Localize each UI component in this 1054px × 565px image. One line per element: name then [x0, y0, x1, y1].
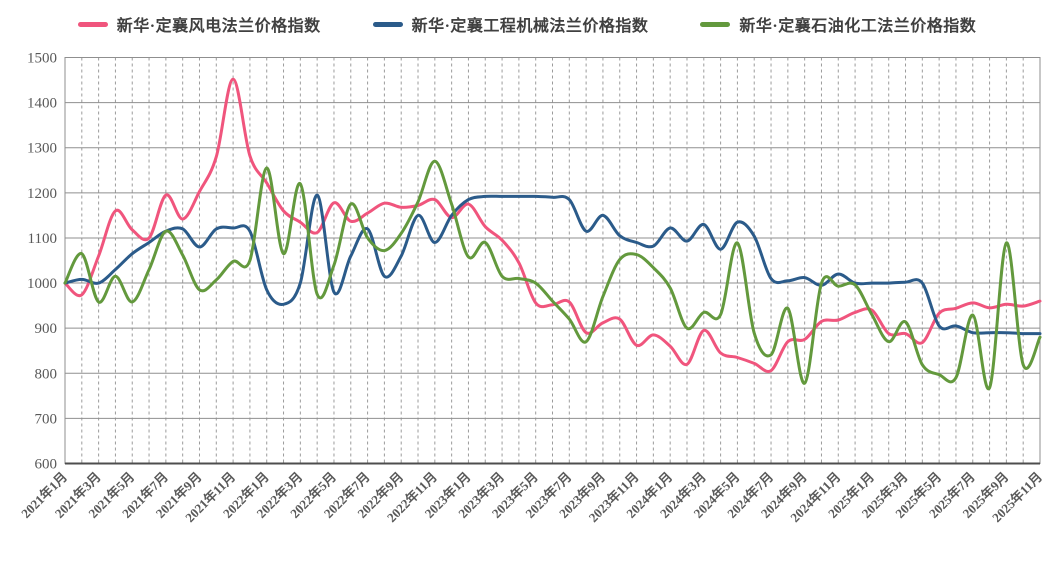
series-line-0: [63, 77, 1042, 373]
y-axis-tick-label: 800: [35, 366, 58, 382]
vertical-gridlines: [81, 57, 1041, 464]
legend-item-petrochemical-flange[interactable]: 新华·定襄石油化工法兰价格指数: [700, 12, 976, 36]
legend-item-wind-power-flange[interactable]: 新华·定襄风电法兰价格指数: [77, 12, 321, 36]
y-axis-tick-label: 1300: [27, 141, 57, 157]
legend-item-engineering-machinery-flange[interactable]: 新华·定襄工程机械法兰价格指数: [372, 12, 649, 36]
legend-line-swatch-pink: [77, 21, 108, 27]
legend-label-engineering-machinery: 新华·定襄工程机械法兰价格指数: [411, 18, 649, 35]
y-axis-tick-label: 1400: [27, 96, 57, 112]
y-axis-tick-label: 1100: [28, 231, 57, 247]
y-axis-tick-label: 600: [35, 457, 58, 473]
chart-legend: 新华·定襄风电法兰价格指数 新华·定襄工程机械法兰价格指数 新华·定襄石油化工法…: [0, 12, 1054, 36]
legend-line-swatch-green: [700, 21, 731, 27]
y-axis-tick-label: 700: [35, 411, 58, 427]
y-axis-tick-label: 1500: [27, 51, 57, 67]
y-axis-tick-label: 900: [35, 321, 58, 337]
legend-label-petrochemical: 新华·定襄石油化工法兰价格指数: [739, 18, 977, 35]
legend-line-swatch-blue: [372, 21, 403, 27]
series-line-2: [63, 159, 1042, 391]
y-axis-tick-label: 1000: [27, 276, 57, 292]
series-line-1: [63, 193, 1042, 336]
legend-label-wind-power: 新华·定襄风电法兰价格指数: [116, 18, 321, 35]
y-axis-tick-label: 1200: [27, 186, 57, 202]
